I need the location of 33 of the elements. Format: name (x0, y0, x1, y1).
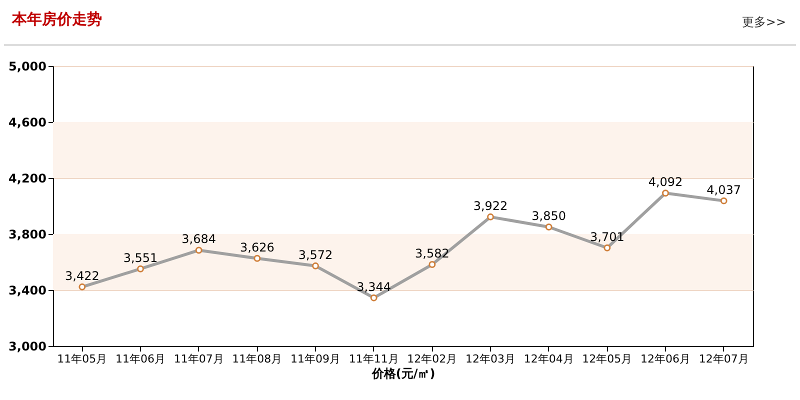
data-label: 3,701 (590, 230, 624, 244)
data-label: 3,344 (356, 280, 392, 294)
y-tick-label: 3,000 (8, 340, 46, 354)
x-tick-label: 11年11月 (348, 352, 399, 366)
x-tick-label: 11年05月 (57, 352, 108, 366)
y-tick-label: 3,400 (8, 284, 46, 298)
data-label: 3,626 (240, 240, 274, 254)
x-tick-label: 11年06月 (116, 352, 166, 366)
data-label: 3,684 (182, 232, 216, 246)
x-tick-label: 11年08月 (232, 352, 282, 366)
data-label: 3,551 (123, 250, 158, 265)
x-tick-label: 12年02月 (407, 352, 458, 366)
text: 更多>> (742, 14, 786, 31)
x-tick-label: 12年05月 (582, 352, 632, 366)
x-tick-label: 12年03月 (466, 352, 516, 366)
data-label: 3,922 (473, 198, 508, 213)
data-label: 3,422 (64, 268, 100, 283)
y-tick-label: 4,600 (8, 116, 46, 130)
y-tick-label: 4,200 (8, 172, 46, 186)
chart-title: 本年房价走势 (12, 10, 102, 29)
data-label: 4,037 (706, 182, 742, 197)
x-tick-label: 11年07月 (174, 352, 224, 366)
x-axis-title: 价格(元/㎡) (370, 366, 436, 380)
x-tick-label: 11年09月 (290, 352, 340, 366)
data-label: 4,092 (648, 175, 683, 190)
data-label: 3,850 (532, 209, 566, 223)
x-tick-label: 12年06月 (640, 352, 690, 366)
y-tick-label: 3,800 (8, 228, 46, 242)
x-tick-label: 12年04月 (524, 352, 574, 366)
data-label: 3,582 (414, 246, 450, 261)
data-label: 3,572 (298, 248, 333, 262)
x-tick-label: 12年07月 (698, 352, 749, 366)
y-tick-label: 5,000 (8, 60, 46, 74)
